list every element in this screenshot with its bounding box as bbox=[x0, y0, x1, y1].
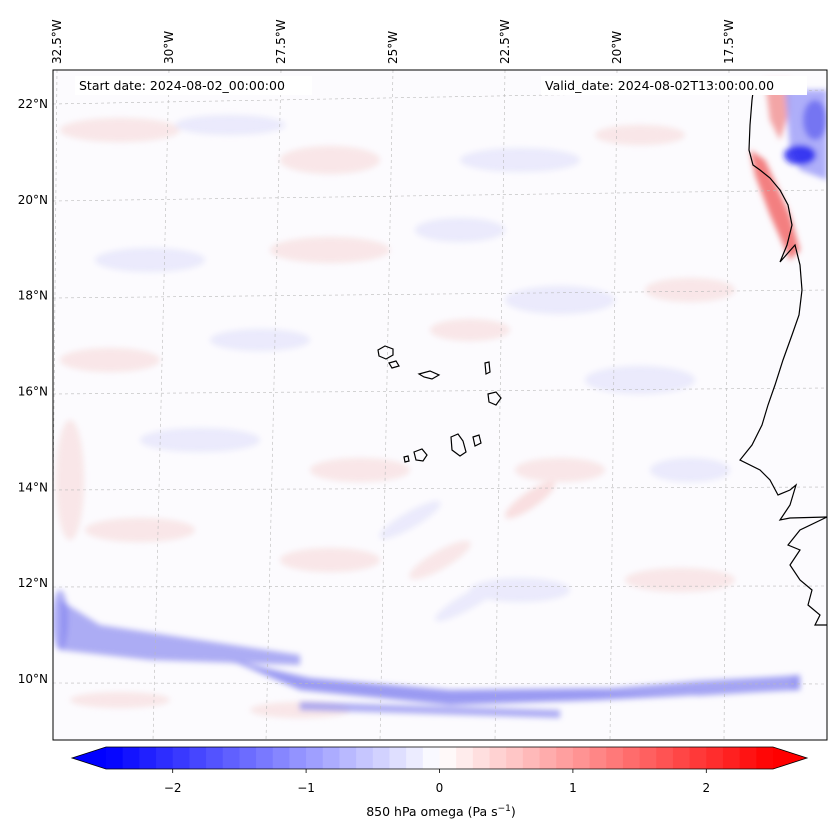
colorbar-band bbox=[606, 747, 624, 769]
colorbar-tick-label: 0 bbox=[436, 781, 444, 795]
colorbar-band bbox=[156, 747, 174, 769]
colorbar-band bbox=[489, 747, 507, 769]
colorbar-bands bbox=[106, 747, 774, 769]
omega-field bbox=[53, 70, 827, 740]
islands-cape-verde bbox=[377, 345, 502, 463]
lat-tick-label: 14°N bbox=[18, 480, 48, 494]
colorbar-band bbox=[522, 747, 541, 769]
colorbar-band bbox=[222, 747, 240, 769]
valid-date-box bbox=[541, 76, 807, 95]
lon-tick-label: 25°W bbox=[386, 31, 400, 64]
lon-tick-label: 22.5°W bbox=[498, 19, 512, 64]
colorbar-band bbox=[556, 747, 574, 769]
colorbar-band bbox=[422, 747, 440, 769]
lat-tick-label: 22°N bbox=[18, 97, 48, 111]
colorbar-band bbox=[656, 747, 674, 769]
colorbar-band bbox=[139, 747, 157, 769]
colorbar-band bbox=[589, 747, 607, 769]
colorbar-band bbox=[539, 747, 557, 769]
island-brava bbox=[403, 455, 410, 463]
start-date-text: Start date: 2024-08-02_00:00:00 bbox=[79, 78, 285, 93]
colorbar-ticks: −2 −1 0 1 2 bbox=[164, 769, 710, 795]
island-santo-antao bbox=[377, 345, 394, 360]
colorbar-band bbox=[439, 747, 457, 769]
colorbar-tick-label: −2 bbox=[164, 781, 182, 795]
colorbar-band bbox=[272, 747, 290, 769]
lat-tick-label: 16°N bbox=[18, 385, 48, 399]
lon-tick-label: 17.5°W bbox=[722, 19, 736, 64]
colorbar-band bbox=[722, 747, 741, 769]
colorbar-band bbox=[689, 747, 707, 769]
colorbar-band bbox=[639, 747, 657, 769]
longitude-tick-labels: 32.5°W 30°W 27.5°W 25°W 22.5°W 20°W 17.5°W bbox=[50, 19, 736, 64]
island-maio bbox=[472, 434, 482, 447]
graticule bbox=[53, 70, 827, 740]
lon-tick-label: 32.5°W bbox=[50, 19, 64, 64]
colorbar-extend-right bbox=[773, 747, 807, 769]
colorbar-band bbox=[672, 747, 691, 769]
map-frame bbox=[52, 69, 828, 741]
colorbar-band bbox=[572, 747, 591, 769]
colorbar-tick-label: 1 bbox=[569, 781, 577, 795]
colorbar-tick-label: 2 bbox=[702, 781, 710, 795]
map-panel: Start date: 2024-08-02_00:00:00 Valid_da… bbox=[18, 19, 828, 741]
lon-tick-label: 27.5°W bbox=[274, 19, 288, 64]
colorbar-band bbox=[472, 747, 491, 769]
colorbar-tick-label: −1 bbox=[297, 781, 315, 795]
colorbar-band bbox=[372, 747, 390, 769]
lat-tick-label: 12°N bbox=[18, 576, 48, 590]
omega-contours-strong bbox=[53, 80, 827, 718]
colorbar-band bbox=[339, 747, 357, 769]
island-sao-vicente bbox=[388, 360, 400, 369]
latitude-tick-labels: 22°N 20°N 18°N 16°N 14°N 12°N 10°N bbox=[18, 97, 48, 686]
colorbar-band bbox=[172, 747, 190, 769]
map-background bbox=[53, 70, 827, 740]
island-santiago bbox=[450, 433, 467, 457]
colorbar-band bbox=[739, 747, 757, 769]
colorbar-band bbox=[306, 747, 324, 769]
colorbar-band bbox=[406, 747, 424, 769]
colorbar-band bbox=[206, 747, 224, 769]
coastline-africa bbox=[739, 84, 827, 626]
colorbar-band bbox=[356, 747, 374, 769]
colorbar-band bbox=[756, 747, 774, 769]
colorbar-band bbox=[239, 747, 257, 769]
colorbar-band bbox=[322, 747, 340, 769]
omega-contours-weak bbox=[56, 115, 735, 718]
start-date-box bbox=[75, 76, 312, 95]
colorbar-band bbox=[706, 747, 724, 769]
lat-tick-label: 20°N bbox=[18, 193, 48, 207]
lat-tick-label: 10°N bbox=[18, 672, 48, 686]
colorbar-band bbox=[622, 747, 641, 769]
colorbar-band bbox=[106, 747, 124, 769]
colorbar-band bbox=[456, 747, 474, 769]
colorbar-band bbox=[256, 747, 274, 769]
island-fogo bbox=[413, 448, 428, 462]
start-date-annotation: Start date: 2024-08-02_00:00:00 bbox=[75, 76, 312, 95]
lat-tick-label: 18°N bbox=[18, 289, 48, 303]
colorbar-band bbox=[189, 747, 207, 769]
lon-tick-label: 20°W bbox=[610, 31, 624, 64]
valid-date-annotation: Valid_date: 2024-08-02T13:00:00.00 bbox=[541, 76, 807, 95]
colorbar-label: 850 hPa omega (Pa s−1) bbox=[366, 804, 516, 819]
island-sal bbox=[484, 361, 491, 375]
colorbar-band bbox=[289, 747, 307, 769]
colorbar-band bbox=[122, 747, 140, 769]
colorbar-band bbox=[506, 747, 524, 769]
colorbar-band bbox=[389, 747, 407, 769]
island-boa-vista bbox=[487, 391, 502, 406]
valid-date-text: Valid_date: 2024-08-02T13:00:00.00 bbox=[545, 78, 774, 93]
colorbar-extend-left bbox=[72, 747, 106, 769]
colorbar: −2 −1 0 1 2 850 hPa omega (Pa s−1) bbox=[70, 746, 809, 819]
colorbar-outline bbox=[70, 746, 809, 770]
island-sao-nicolau bbox=[417, 370, 441, 380]
lon-tick-label: 30°W bbox=[162, 31, 176, 64]
